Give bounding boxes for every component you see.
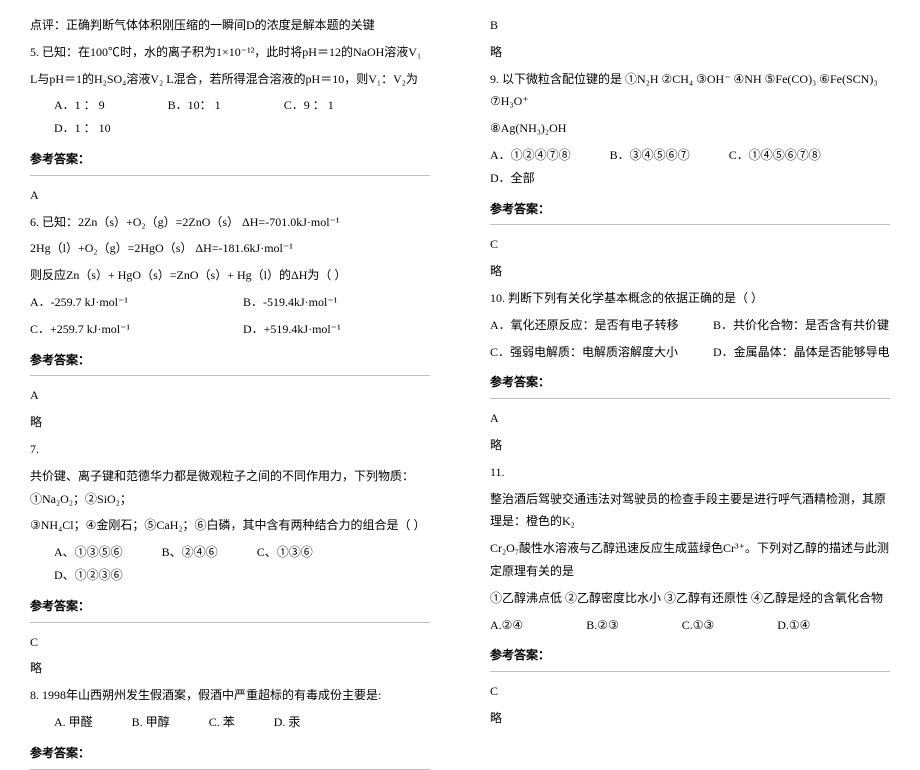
q11-opt-a: A.②④ xyxy=(490,618,523,632)
q9-opt-c: C．①④⑤⑥⑦⑧ xyxy=(729,148,821,162)
answer-label: 参考答案： xyxy=(490,644,890,667)
q7-answer: C xyxy=(30,631,430,654)
q10-row-ab: A．氧化还原反应：是否有电子转移 B．共价化合物：是否含有共价键 xyxy=(490,314,890,337)
q7-number: 7. xyxy=(30,438,430,461)
divider xyxy=(490,398,890,399)
omit-text: 略 xyxy=(490,260,890,283)
answer-label: 参考答案： xyxy=(490,371,890,394)
q9-stem-2: ⑧Ag(NH₃)₂OH xyxy=(490,117,890,140)
q11-line-2: Cr₂O₇酸性水溶液与乙醇迅速反应生成蓝绿色Cr³⁺。下列对乙醇的描述与此测定原… xyxy=(490,537,890,583)
divider xyxy=(490,224,890,225)
q9-answer: C xyxy=(490,233,890,256)
q5-stem-1: 5. 已知：在100℃时，水的离子积为1×10⁻¹²，此时将pH＝12的NaOH… xyxy=(30,41,430,64)
q8-opt-d: D. 汞 xyxy=(274,715,301,729)
q10-stem: 10. 判断下列有关化学基本概念的依据正确的是（ ） xyxy=(490,287,890,310)
q11-opt-c: C.①③ xyxy=(682,618,715,632)
answer-label: 参考答案： xyxy=(490,198,890,221)
q8-options: A. 甲醛 B. 甲醇 C. 苯 D. 汞 xyxy=(30,711,430,734)
q6-opts-row1: A．-259.7 kJ·mol⁻¹ B．-519.4kJ·mol⁻¹ xyxy=(30,291,430,314)
q7-line-1: 共价键、离子键和范德华力都是微观粒子之间的不同作用力，下列物质：①Na₂O₂；②… xyxy=(30,465,430,511)
q5-answer: A xyxy=(30,184,430,207)
left-column: 点评：正确判断气体体积刚压缩的一瞬间D的浓度是解本题的关键 5. 已知：在100… xyxy=(0,10,460,641)
divider xyxy=(30,375,430,376)
q10-opt-d: D．金属晶体：晶体是否能够导电 xyxy=(713,345,890,359)
q6-opt-b: B．-519.4kJ·mol⁻¹ xyxy=(243,295,337,309)
q9-stem: 9. 以下微粒含配位键的是 ①N₂H ②CH₄ ③OH⁻ ④NH ⑤Fe(CO)… xyxy=(490,68,890,114)
omit-text: 略 xyxy=(30,411,430,434)
q10-opt-b: B．共价化合物：是否含有共价键 xyxy=(713,318,889,332)
commentary-text: 点评：正确判断气体体积刚压缩的一瞬间D的浓度是解本题的关键 xyxy=(30,14,430,37)
divider xyxy=(490,671,890,672)
right-column: B 略 9. 以下微粒含配位键的是 ①N₂H ②CH₄ ③OH⁻ ④NH ⑤Fe… xyxy=(460,10,920,641)
q11-line-1: 整治酒后驾驶交通违法对驾驶员的检查手段主要是进行呼气酒精检测，其原理是：橙色的K… xyxy=(490,488,890,534)
q7-opt-c: C、①③⑥ xyxy=(257,545,313,559)
divider xyxy=(30,175,430,176)
q5-stem-2: L与pH＝1的H₂SO₄溶液V₂ L混合，若所得混合溶液的pH＝10，则V₁：V… xyxy=(30,68,430,91)
q5-opt-a: A．1 ： 9 xyxy=(54,98,105,112)
q10-opt-c: C．强弱电解质：电解质溶解度大小 xyxy=(490,341,710,364)
q6-opt-a: A．-259.7 kJ·mol⁻¹ xyxy=(30,291,240,314)
q6-opt-d: D．+519.4kJ·mol⁻¹ xyxy=(243,322,341,336)
omit-text: 略 xyxy=(490,707,890,730)
answer-label: 参考答案： xyxy=(30,742,430,765)
q10-answer: A xyxy=(490,407,890,430)
q5-opt-d: D．1 ： 10 xyxy=(54,121,111,135)
q7-opt-b: B、②④⑥ xyxy=(162,545,218,559)
answer-label: 参考答案： xyxy=(30,595,430,618)
q11-opt-d: D.①④ xyxy=(777,618,810,632)
q10-row-cd: C．强弱电解质：电解质溶解度大小 D．金属晶体：晶体是否能够导电 xyxy=(490,341,890,364)
q7-options: A、①③⑤⑥ B、②④⑥ C、①③⑥ D、①②③⑥ xyxy=(30,541,430,587)
q9-options: A．①②④⑦⑧ B．③④⑤⑥⑦ C．①④⑤⑥⑦⑧ D．全部 xyxy=(490,144,890,190)
q7-opt-d: D、①②③⑥ xyxy=(54,568,123,582)
q6-line-3: 则反应Zn（s）+ HgO（s）=ZnO（s）+ Hg（l）的ΔH为（ ） xyxy=(30,264,430,287)
divider xyxy=(30,769,430,770)
q9-opt-b: B．③④⑤⑥⑦ xyxy=(610,148,690,162)
q6-answer: A xyxy=(30,384,430,407)
q11-opt-b: B.②③ xyxy=(586,618,619,632)
q8-opt-c: C. 苯 xyxy=(209,715,235,729)
q5-options: A．1 ： 9 B．10： 1 C．9 ： 1 D．1 ： 10 xyxy=(30,94,430,140)
divider xyxy=(30,622,430,623)
q11-options: A.②④ B.②③ C.①③ D.①④ xyxy=(490,614,890,637)
q6-line-1: 6. 已知：2Zn（s）+O₂（g）=2ZnO（s） ΔH=-701.0kJ·m… xyxy=(30,211,430,234)
q8-answer: B xyxy=(490,14,890,37)
q5-opt-c: C．9 ： 1 xyxy=(284,98,334,112)
omit-text: 略 xyxy=(30,657,430,680)
q7-opt-a: A、①③⑤⑥ xyxy=(54,545,123,559)
omit-text: 略 xyxy=(490,41,890,64)
answer-label: 参考答案： xyxy=(30,148,430,171)
q5-opt-b: B．10： 1 xyxy=(168,98,221,112)
q9-opt-d: D．全部 xyxy=(490,171,535,185)
q6-line-2: 2Hg（l）+O₂（g）=2HgO（s） ΔH=-181.6kJ·mol⁻¹ xyxy=(30,237,430,260)
q11-line-3: ①乙醇沸点低 ②乙醇密度比水小 ③乙醇有还原性 ④乙醇是烃的含氧化合物 xyxy=(490,587,890,610)
q8-opt-a: A. 甲醛 xyxy=(54,715,93,729)
omit-text: 略 xyxy=(490,434,890,457)
q6-opts-row2: C．+259.7 kJ·mol⁻¹ D．+519.4kJ·mol⁻¹ xyxy=(30,318,430,341)
q8-stem: 8. 1998年山西朔州发生假酒案，假酒中严重超标的有毒成份主要是: xyxy=(30,684,430,707)
q6-opt-c: C．+259.7 kJ·mol⁻¹ xyxy=(30,318,240,341)
q10-opt-a: A．氧化还原反应：是否有电子转移 xyxy=(490,314,710,337)
q9-opt-a: A．①②④⑦⑧ xyxy=(490,148,571,162)
q11-number: 11. xyxy=(490,461,890,484)
q8-opt-b: B. 甲醇 xyxy=(132,715,170,729)
q7-line-2: ③NH₄Cl；④金刚石；⑤CaH₂；⑥白磷，其中含有两种结合力的组合是（ ） xyxy=(30,514,430,537)
answer-label: 参考答案： xyxy=(30,349,430,372)
q11-answer: C xyxy=(490,680,890,703)
